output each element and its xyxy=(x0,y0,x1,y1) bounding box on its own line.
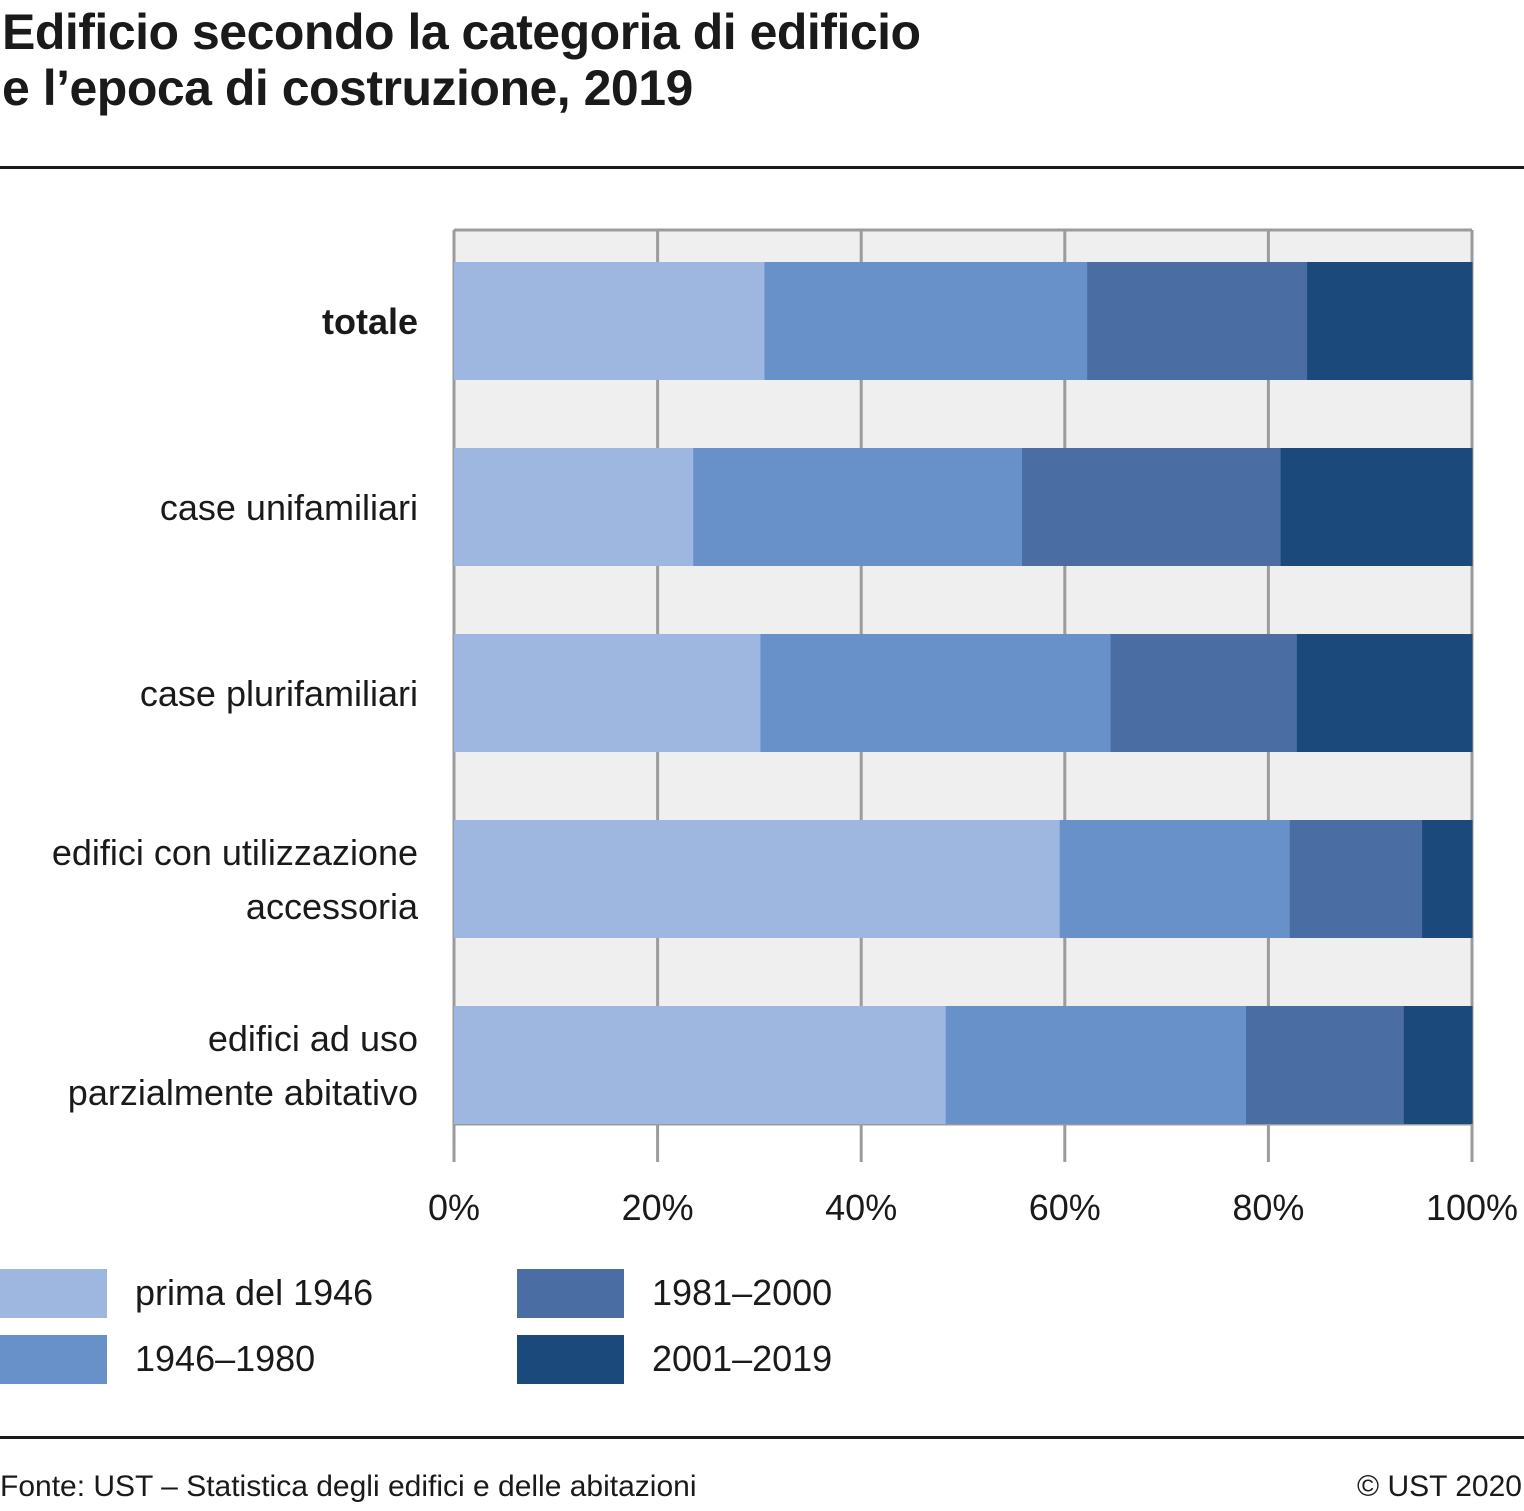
copyright-note: © UST 2020 xyxy=(1357,1470,1522,1503)
stacked-bar-chart: totale case unifamiliari case plurifamilia… xyxy=(52,228,1518,1228)
category-label-line: edifici ad uso xyxy=(208,1018,418,1059)
bar-segment-4-4 xyxy=(1422,820,1473,938)
legend-label: prima del 1946 xyxy=(135,1272,374,1313)
bar-segment-1-3 xyxy=(1087,262,1308,380)
legend-swatch-1981-2000 xyxy=(517,1268,624,1318)
category-label-line: parzialmente abitativo xyxy=(68,1072,418,1113)
legend-swatch-2001-2019 xyxy=(517,1334,624,1384)
legend-swatch-prima-del-1946 xyxy=(0,1268,107,1318)
bar-segment-1-1 xyxy=(454,262,765,380)
bars xyxy=(454,262,1473,1124)
x-tick-label-100: 100% xyxy=(1426,1187,1518,1228)
bar-segment-3-3 xyxy=(1110,634,1298,752)
legend-label: 2001–2019 xyxy=(652,1338,833,1379)
category-label-2: case unifamiliari xyxy=(160,487,418,528)
bar-segment-2-3 xyxy=(1022,448,1282,566)
bar-segment-4-2 xyxy=(1059,820,1291,938)
category-label-1: totale xyxy=(322,301,418,342)
legend-item-1946-1980: 1946–1980 xyxy=(0,1334,315,1384)
category-label-line: totale xyxy=(322,301,418,342)
category-labels: totale case unifamiliari case plurifamilia… xyxy=(52,301,419,1113)
x-tick-label-0: 0% xyxy=(428,1187,480,1228)
category-label-4: edifici con utilizzazione accessoria xyxy=(52,832,419,927)
bar-segment-2-1 xyxy=(454,448,694,566)
category-label-line: edifici con utilizzazione xyxy=(52,832,418,873)
bar-segment-5-3 xyxy=(1246,1006,1405,1124)
x-tick-label-40: 40% xyxy=(825,1187,897,1228)
chart-title-line-1: Edificio secondo la categoria di edifici… xyxy=(2,4,921,60)
x-tick-label-60: 60% xyxy=(1029,1187,1101,1228)
chart-title-line-2: e l’epoca di costruzione, 2019 xyxy=(2,60,693,116)
bar-segment-3-1 xyxy=(454,634,761,752)
legend-item-1981-2000: 1981–2000 xyxy=(517,1268,832,1318)
bar-segment-2-2 xyxy=(693,448,1023,566)
legend: prima del 1946 1946–1980 1981–2000 2001–… xyxy=(0,1268,900,1388)
category-label-line: accessoria xyxy=(246,886,419,927)
legend-swatch-1946-1980 xyxy=(0,1334,107,1384)
bar-segment-5-1 xyxy=(454,1006,947,1124)
category-label-5: edifici ad uso parzialmente abitativo xyxy=(68,1018,418,1113)
legend-label: 1946–1980 xyxy=(135,1338,316,1379)
legend-label: 1981–2000 xyxy=(652,1272,833,1313)
legend-item-2001-2019: 2001–2019 xyxy=(517,1334,832,1384)
bar-segment-4-3 xyxy=(1289,820,1423,938)
chart-title: Edificio secondo la categoria di edifici… xyxy=(2,4,921,116)
bar-segment-4-1 xyxy=(454,820,1061,938)
x-tick-label-20: 20% xyxy=(622,1187,694,1228)
bar-segment-2-4 xyxy=(1280,448,1473,566)
source-note: Fonte: UST – Statistica degli edifici e … xyxy=(0,1470,697,1503)
top-divider xyxy=(0,166,1524,169)
category-label-line: case unifamiliari xyxy=(160,487,418,528)
bar-segment-5-4 xyxy=(1403,1006,1473,1124)
bar-segment-3-4 xyxy=(1296,634,1473,752)
category-label-3: case plurifamiliari xyxy=(140,673,418,714)
category-label-line: case plurifamiliari xyxy=(140,673,418,714)
bar-segment-3-2 xyxy=(760,634,1112,752)
x-axis-ticks: 0% 20% 40% 60% 80% 100% xyxy=(428,1187,1518,1228)
bar-segment-5-2 xyxy=(945,1006,1247,1124)
legend-item-prima-del-1946: prima del 1946 xyxy=(0,1268,373,1318)
bar-segment-1-2 xyxy=(764,262,1088,380)
bottom-divider xyxy=(0,1436,1524,1439)
bar-segment-1-4 xyxy=(1307,262,1473,380)
x-tick-label-80: 80% xyxy=(1232,1187,1304,1228)
